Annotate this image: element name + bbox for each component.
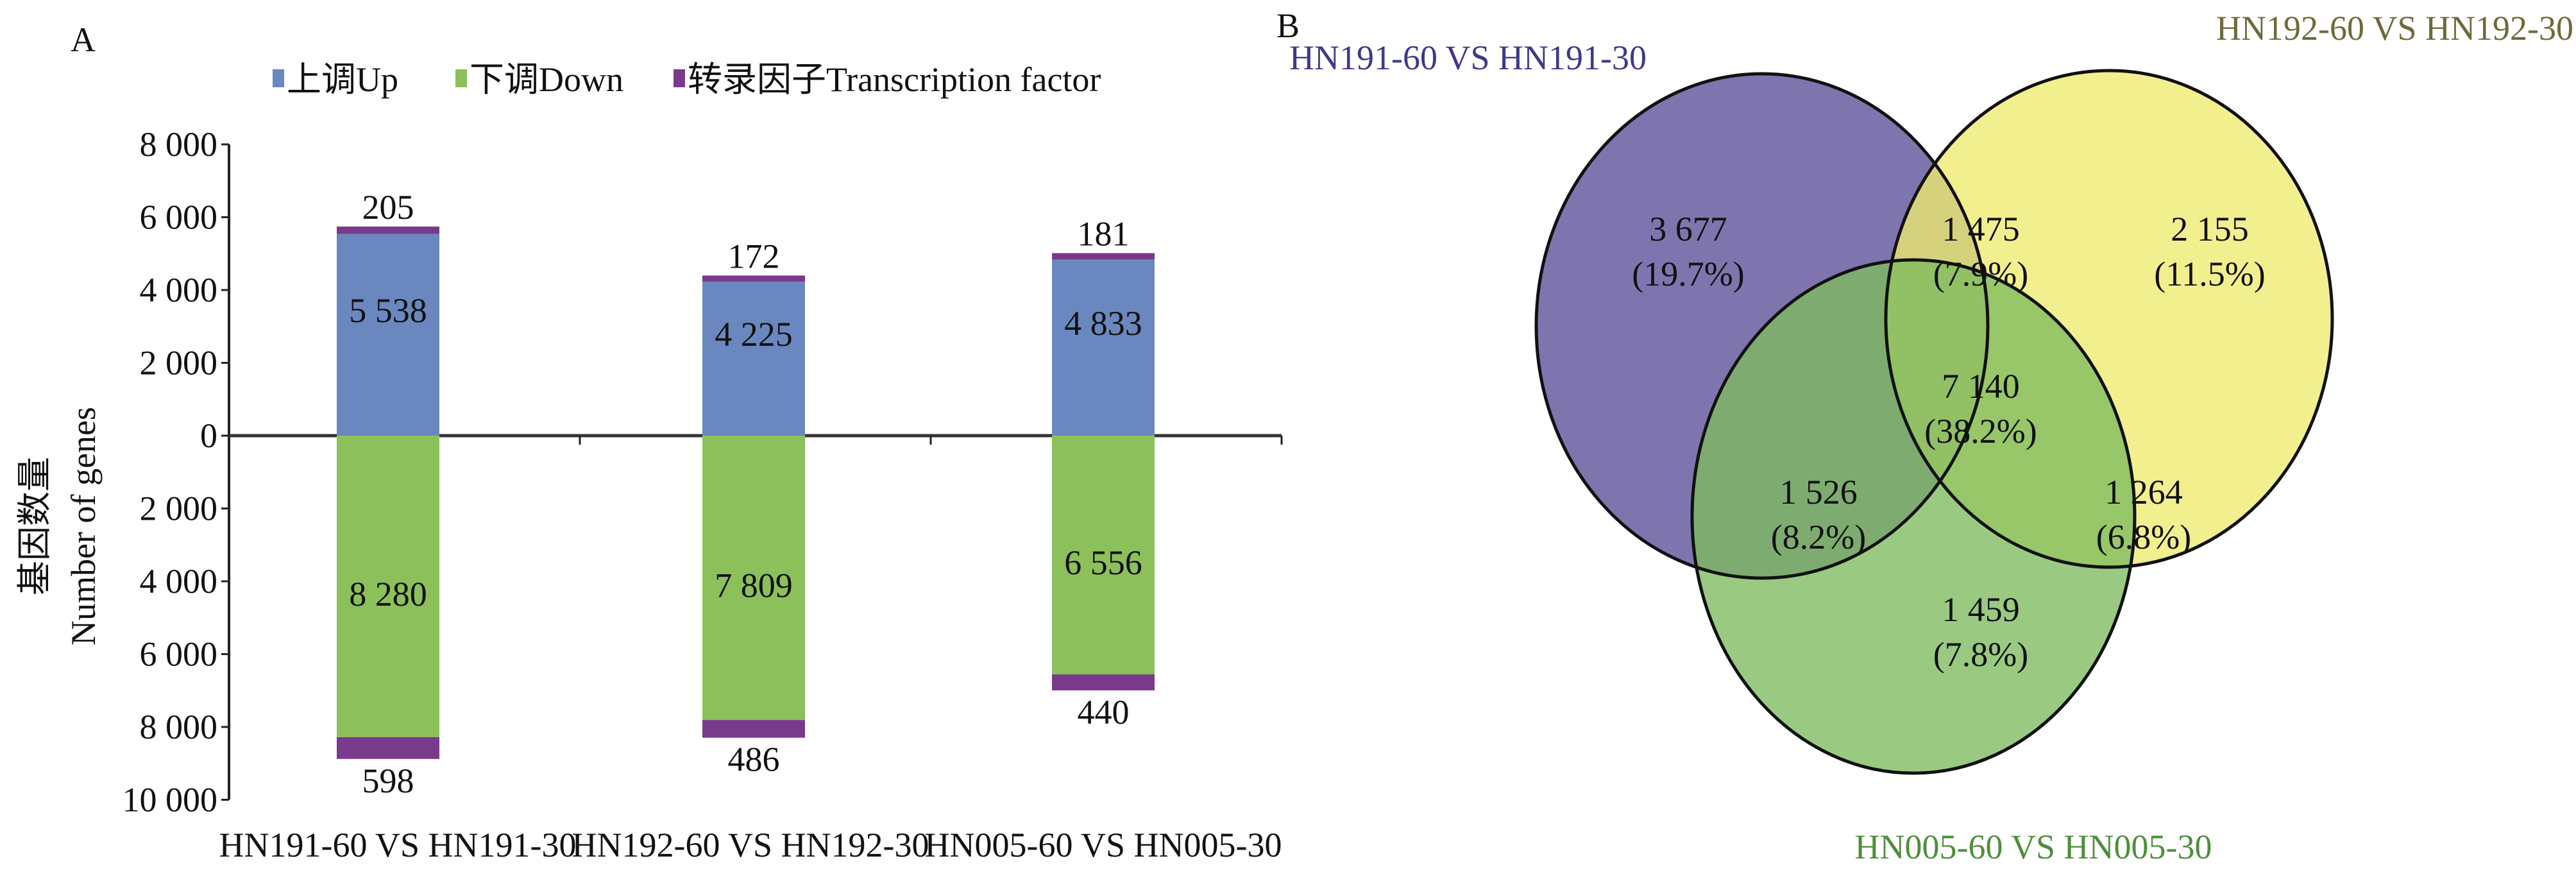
tf-down-label: 486 xyxy=(728,740,780,779)
tf-down-label: 598 xyxy=(362,762,414,800)
y-tick-label: 0 xyxy=(200,416,217,455)
legend-swatch xyxy=(674,69,685,87)
bar-down-label: 8 280 xyxy=(349,575,427,613)
bar-tf-down xyxy=(1052,674,1155,691)
legend-label: 上调Up xyxy=(287,60,398,99)
x-tick-label: HN192-60 VS HN192-30 xyxy=(572,826,929,864)
tf-down-label: 440 xyxy=(1078,693,1130,731)
venn-region-percent: (38.2%) xyxy=(1924,412,2037,450)
venn-set-fill xyxy=(1692,260,2135,773)
venn-region-count: 1 459 xyxy=(1942,590,2020,629)
bar-down xyxy=(1052,436,1155,675)
venn-region-percent: (19.7%) xyxy=(1632,255,1744,293)
x-tick-label: HN005-60 VS HN005-30 xyxy=(924,826,1282,864)
venn-set-outline xyxy=(1884,69,2334,569)
bar-up xyxy=(1052,259,1155,436)
bar-chart-panel: A 上调Up 下调Down 转录因子Transcription factor 基因数… xyxy=(15,21,1283,864)
bar-up-label: 5 538 xyxy=(349,291,427,330)
venn-region-percent: (8.2%) xyxy=(1771,518,1866,556)
bars: 5 538 8 280 205 598 4 225 7 809 172 486 4 833 6 5… xyxy=(337,188,1155,800)
y-tick-label: 2 000 xyxy=(140,490,218,528)
legend-swatch xyxy=(455,69,467,87)
venn: HN191-60 VS HN191-30 HN192-60 VS HN192-30… xyxy=(1289,9,2573,866)
axes: 8 000 6 000 4 000 2 000 0 2 000 4 000 6 000 8 00… xyxy=(123,125,1283,864)
legend: 上调Up 下调Down 转录因子Transcription factor xyxy=(273,60,1101,99)
panel-label-a: A xyxy=(71,21,96,59)
venn-diagram-panel: B HN191-60 VS HN191-30 HN192-60 VS HN192-… xyxy=(1276,6,2573,866)
legend-label: 下调Down xyxy=(470,60,623,99)
y-tick-label: 4 000 xyxy=(140,562,218,601)
tf-up-label: 181 xyxy=(1078,214,1130,253)
bar-down-label: 7 809 xyxy=(715,567,793,605)
panel-label-b: B xyxy=(1276,6,1300,45)
venn-set-label: HN191-60 VS HN191-30 xyxy=(1289,38,1647,77)
venn-region-count: 2 155 xyxy=(2171,210,2249,248)
y-tick-label: 6 000 xyxy=(140,198,218,237)
bar-up xyxy=(702,282,805,436)
tf-up-label: 172 xyxy=(728,237,780,275)
y-axis-label-cn: 基因数量 xyxy=(15,457,54,595)
y-tick-label: 8 000 xyxy=(140,708,218,746)
venn-region-count: 1 264 xyxy=(2105,473,2183,511)
bar-up-label: 4 225 xyxy=(715,315,793,354)
y-axis-label: Number of genes xyxy=(64,407,103,645)
tf-up-label: 205 xyxy=(362,188,414,226)
x-tick-label: HN191-60 VS HN191-30 xyxy=(219,826,576,864)
bar-down xyxy=(337,436,439,737)
venn-region-count: 1 526 xyxy=(1779,473,1858,511)
bar-down xyxy=(702,436,805,721)
legend-swatch xyxy=(273,69,284,87)
bar-up-label: 4 833 xyxy=(1064,304,1142,343)
venn-set-outline xyxy=(1690,258,2137,775)
venn-region-count: 1 475 xyxy=(1942,210,2020,248)
bar-tf-up xyxy=(702,275,805,282)
venn-region-percent: (7.9%) xyxy=(1933,255,2028,293)
venn-region-percent: (11.5%) xyxy=(2154,255,2265,293)
y-tick-label: 4 000 xyxy=(140,271,218,309)
bar-tf-down xyxy=(337,737,439,759)
bar-down-label: 6 556 xyxy=(1064,543,1142,582)
bar-tf-down xyxy=(702,720,805,738)
y-tick-label: 2 000 xyxy=(140,344,218,382)
venn-set-outline xyxy=(1534,72,1990,580)
bar-up xyxy=(337,234,439,436)
venn-region-count: 3 677 xyxy=(1649,210,1727,248)
venn-set-label: HN005-60 VS HN005-30 xyxy=(1854,828,2212,866)
venn-region-percent: (7.8%) xyxy=(1933,635,2028,674)
venn-set-label: HN192-60 VS HN192-30 xyxy=(2216,9,2573,47)
y-tick-label: 10 000 xyxy=(123,781,218,819)
venn-region-count: 7 140 xyxy=(1942,367,2020,406)
y-tick-label: 8 000 xyxy=(140,125,218,164)
legend-label: 转录因子Transcription factor xyxy=(688,60,1101,99)
bar-tf-up xyxy=(1052,253,1155,260)
bar-tf-up xyxy=(337,226,439,234)
y-tick-label: 6 000 xyxy=(140,635,218,674)
venn-region-percent: (6.8%) xyxy=(2096,518,2191,556)
